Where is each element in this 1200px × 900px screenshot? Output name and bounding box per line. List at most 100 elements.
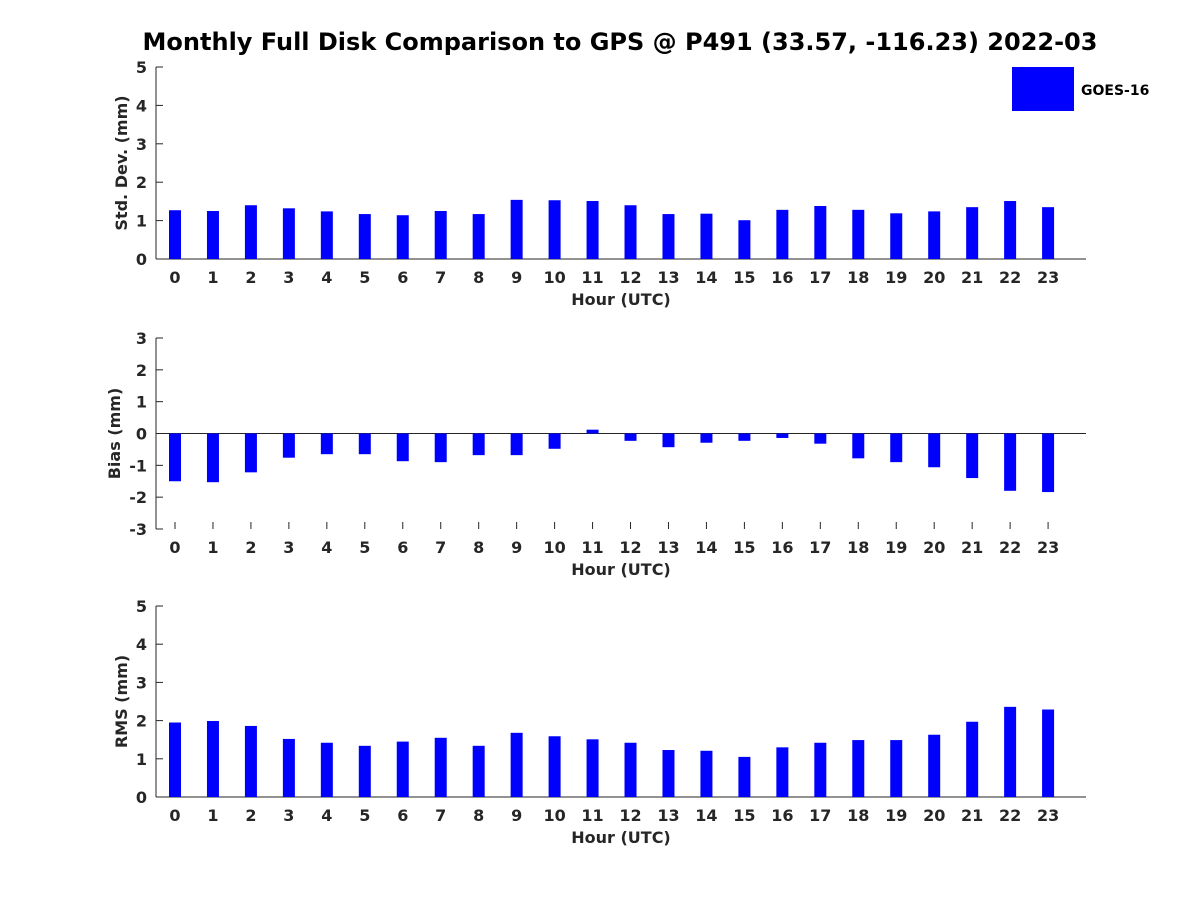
x-tick-label: 9 <box>511 806 522 825</box>
x-tick-label: 21 <box>961 268 983 287</box>
bar <box>206 433 219 483</box>
x-tick-label: 11 <box>581 806 603 825</box>
x-tick-label: 22 <box>999 538 1021 557</box>
bar <box>320 742 333 797</box>
bar <box>776 209 789 259</box>
x-tick-label: 18 <box>847 538 869 557</box>
x-tick-label: 15 <box>733 268 755 287</box>
x-tick-label: 1 <box>207 268 218 287</box>
bar <box>966 207 979 259</box>
x-tick-label: 12 <box>619 268 641 287</box>
x-tick-label: 13 <box>657 806 679 825</box>
x-tick-label: 18 <box>847 268 869 287</box>
bar <box>396 741 409 797</box>
x-tick-label: 23 <box>1037 268 1059 287</box>
x-tick-label: 15 <box>733 806 755 825</box>
bar <box>966 433 979 479</box>
x-tick-label: 20 <box>923 538 945 557</box>
x-tick-label: 8 <box>473 268 484 287</box>
x-tick-label: 3 <box>283 538 294 557</box>
x-tick-label: 14 <box>695 806 717 825</box>
bar <box>282 433 295 458</box>
bar <box>586 739 599 797</box>
x-axis-label: Hour (UTC) <box>571 828 671 847</box>
y-axis-label: Std. Dev. (mm) <box>112 95 131 230</box>
bar <box>206 720 219 797</box>
x-tick-label: 18 <box>847 806 869 825</box>
bar <box>738 756 751 797</box>
y-tick-label: 2 <box>136 361 147 380</box>
bar <box>244 205 257 259</box>
x-tick-label: 12 <box>619 538 641 557</box>
x-tick-label: 7 <box>435 538 446 557</box>
bar <box>738 433 751 441</box>
x-tick-label: 22 <box>999 806 1021 825</box>
y-axis-label: Bias (mm) <box>105 388 124 480</box>
x-tick-label: 7 <box>435 268 446 287</box>
x-tick-label: 1 <box>207 538 218 557</box>
bar <box>700 433 713 443</box>
y-tick-label: 0 <box>136 250 147 269</box>
bar <box>510 433 523 456</box>
bar <box>814 206 827 259</box>
bar <box>1004 433 1017 491</box>
bar <box>472 214 485 259</box>
bar <box>358 214 371 259</box>
x-tick-label: 9 <box>511 538 522 557</box>
y-tick-label: 1 <box>136 212 147 231</box>
bar <box>548 736 561 797</box>
x-tick-label: 0 <box>169 268 180 287</box>
x-tick-label: 23 <box>1037 538 1059 557</box>
x-tick-label: 22 <box>999 268 1021 287</box>
y-tick-label: -1 <box>129 456 147 475</box>
bar <box>776 747 789 797</box>
x-tick-label: 20 <box>923 268 945 287</box>
y-tick-label: 3 <box>136 135 147 154</box>
bar <box>852 740 865 797</box>
y-tick-label: 0 <box>136 788 147 807</box>
bar <box>434 433 447 463</box>
x-tick-label: 5 <box>359 806 370 825</box>
x-tick-label: 2 <box>245 538 256 557</box>
bar <box>586 201 599 259</box>
bar <box>852 433 865 459</box>
x-tick-label: 2 <box>245 268 256 287</box>
bar <box>282 738 295 797</box>
y-tick-label: -3 <box>129 520 147 539</box>
x-tick-label: 14 <box>695 538 717 557</box>
bar <box>814 433 827 444</box>
x-tick-label: 13 <box>657 538 679 557</box>
x-tick-label: 16 <box>771 268 793 287</box>
x-tick-label: 19 <box>885 538 907 557</box>
bar <box>434 737 447 797</box>
bar <box>358 433 371 455</box>
x-tick-label: 0 <box>169 538 180 557</box>
bar <box>928 211 941 259</box>
bar <box>169 210 181 259</box>
x-tick-label: 5 <box>359 538 370 557</box>
x-tick-label: 21 <box>961 806 983 825</box>
x-tick-label: 21 <box>961 538 983 557</box>
x-tick-label: 6 <box>397 806 408 825</box>
bar <box>700 213 713 259</box>
bar <box>282 208 295 259</box>
x-tick-label: 17 <box>809 538 831 557</box>
bar <box>852 209 865 259</box>
x-tick-label: 17 <box>809 806 831 825</box>
y-axis-label: RMS (mm) <box>112 655 131 748</box>
bar <box>1004 706 1017 797</box>
x-tick-label: 15 <box>733 538 755 557</box>
bar <box>776 433 789 438</box>
bar <box>624 205 637 259</box>
y-tick-label: 2 <box>136 712 147 731</box>
y-tick-label: 1 <box>136 750 147 769</box>
bar <box>169 433 181 482</box>
bar <box>472 745 485 797</box>
x-tick-label: 3 <box>283 268 294 287</box>
bar <box>244 433 257 473</box>
bar <box>814 742 827 797</box>
x-tick-label: 3 <box>283 806 294 825</box>
bar <box>662 214 675 259</box>
y-tick-label: 1 <box>136 393 147 412</box>
